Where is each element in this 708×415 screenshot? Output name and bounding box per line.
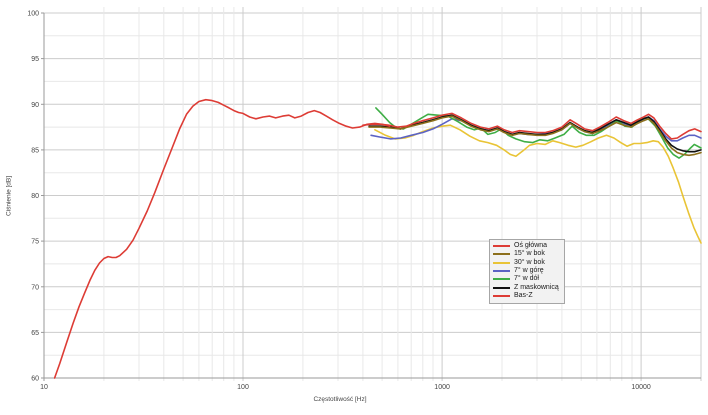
x-tick-label: 100 [237, 384, 249, 391]
axes-frame [41, 12, 701, 381]
x-tick-label: 1000 [434, 384, 450, 391]
series-os-g-owna-line [362, 112, 702, 140]
y-axis-title: Ciśnienie [dB] [5, 175, 13, 217]
series-30-w-bok-line [374, 124, 702, 244]
legend-item-label: 7° w górę [514, 267, 544, 275]
legend-item: Z maskownicą [493, 283, 559, 291]
legend-item-label: Bas-Z [514, 291, 533, 299]
y-tick-labels: 100 95 90 85 80 75 70 65 60 [27, 11, 39, 383]
legend-color-line [493, 294, 510, 297]
legend-color-line [493, 253, 510, 256]
legend-item: 7° w dół [493, 275, 559, 283]
legend-color-line [493, 261, 510, 264]
legend-item: 15° w bok [493, 250, 559, 258]
legend-color-line [493, 245, 510, 248]
series-15-w-bok-line [368, 115, 702, 157]
legend: Oś główna 15° w bok 30° w bok 7° w górę … [489, 239, 565, 305]
x-tick-label: 10000 [631, 384, 651, 391]
y-tick-label: 65 [31, 330, 39, 337]
y-tick-label: 70 [31, 284, 39, 291]
legend-item-label: Z maskownicą [514, 283, 559, 291]
y-tick-label: 95 [31, 56, 39, 63]
legend-color-line [493, 286, 510, 289]
x-grid [103, 7, 702, 381]
series-7-w-do-line [375, 107, 702, 159]
y-tick-label: 100 [27, 11, 39, 18]
y-tick-label: 90 [31, 102, 39, 109]
legend-item: 7° w górę [493, 267, 559, 275]
y-tick-label: 80 [31, 193, 39, 200]
legend-item-label: 15° w bok [514, 250, 545, 258]
x-tick-label: 10 [40, 384, 48, 391]
legend-item: Bas-Z [493, 292, 559, 300]
y-tick-label: 60 [31, 376, 39, 383]
y-tick-label: 85 [31, 148, 39, 155]
legend-item: 30° w bok [493, 259, 559, 267]
legend-item-label: Oś główna [514, 242, 548, 250]
series-lines [53, 98, 702, 379]
legend-item-label: 7° w dół [514, 275, 539, 283]
x-axis-title: Częstotliwość [Hz] [313, 396, 367, 403]
legend-item-label: 30° w bok [514, 258, 545, 266]
legend-color-line [493, 278, 510, 281]
series-bas-z-line [53, 98, 391, 379]
x-tick-labels: 10 100 1000 10000 [40, 384, 651, 391]
legend-item: Oś główna [493, 242, 559, 250]
y-tick-label: 75 [31, 239, 39, 246]
legend-color-line [493, 270, 510, 273]
